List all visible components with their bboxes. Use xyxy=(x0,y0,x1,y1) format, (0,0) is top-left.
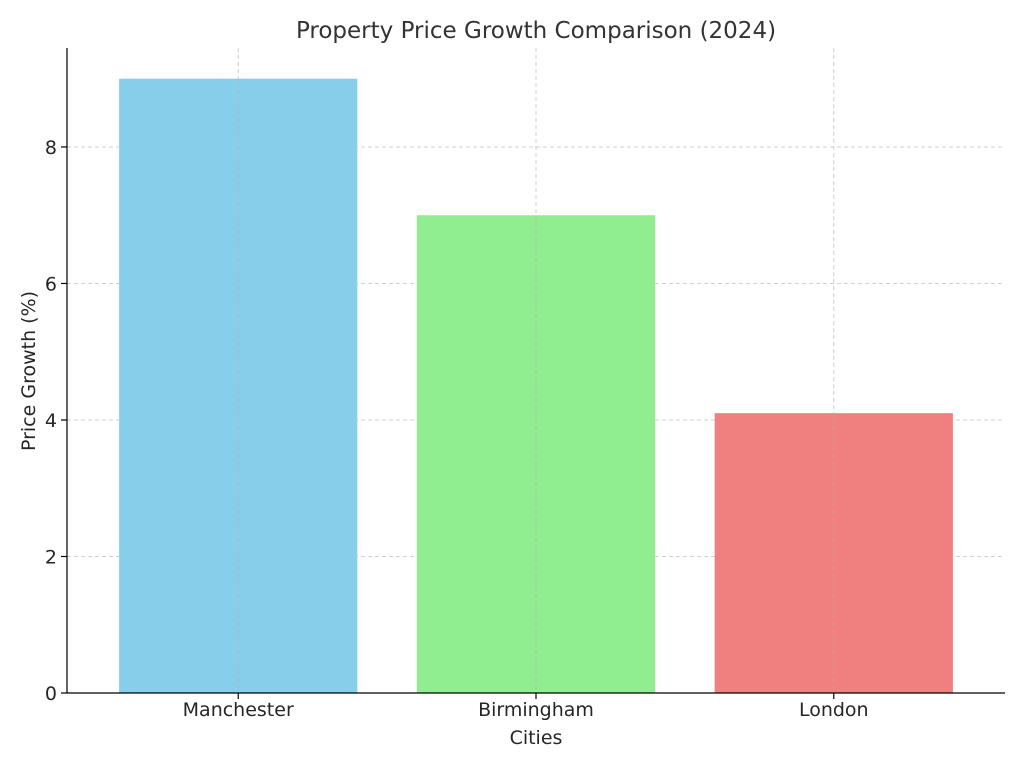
y-axis-label: Price Growth (%) xyxy=(18,291,40,451)
x-grid-layer xyxy=(237,48,835,693)
y-tick-label: 6 xyxy=(45,273,57,295)
y-tick-label: 2 xyxy=(45,546,57,568)
y-tick-label: 0 xyxy=(45,683,57,705)
chart-title: Property Price Growth Comparison (2024) xyxy=(296,18,776,44)
x-tick-label: Manchester xyxy=(183,699,294,721)
y-tick-label: 8 xyxy=(45,137,57,159)
x-tick-label: Birmingham xyxy=(478,699,594,721)
x-tick-label: London xyxy=(799,699,869,721)
x-axis-label: Cities xyxy=(510,727,563,749)
y-tick-label: 4 xyxy=(45,410,57,432)
ticks-layer: 0 2 4 6 8 Manchester Birmingham London xyxy=(45,137,869,721)
